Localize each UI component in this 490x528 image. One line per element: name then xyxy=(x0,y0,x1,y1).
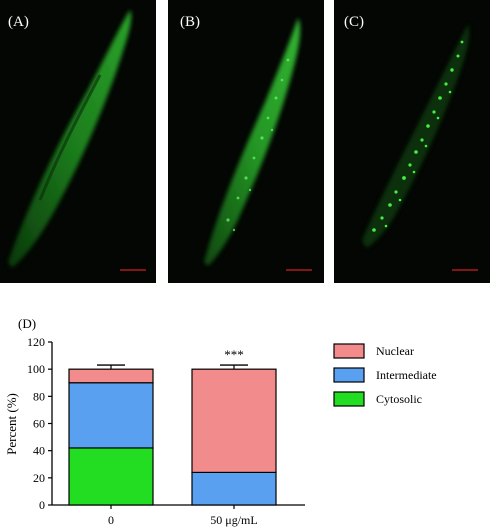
y-tick-label: 80 xyxy=(33,389,45,403)
legend-swatch-intermediate xyxy=(333,367,365,383)
legend-swatch-nuclear xyxy=(333,343,365,359)
worm-image-b xyxy=(204,18,312,271)
legend-swatch-cytosolic xyxy=(333,391,365,407)
bar-segment-cytosolic xyxy=(68,447,154,506)
legend-label-cytosolic: Cytosolic xyxy=(376,392,422,406)
micrograph-panel-b: (B) xyxy=(168,0,324,283)
chart-legend: Nuclear Intermediate Cytosolic xyxy=(333,343,437,407)
y-tick-label: 120 xyxy=(27,335,45,349)
worm-image-a xyxy=(8,10,146,271)
significance-annotation: *** xyxy=(224,347,244,362)
bar-segment-intermediate xyxy=(191,471,277,506)
y-tick-label: 40 xyxy=(33,444,45,458)
y-tick-label: 60 xyxy=(33,417,45,431)
y-tick-label: 100 xyxy=(27,362,45,376)
legend-label-intermediate: Intermediate xyxy=(376,368,437,382)
bar-segment-intermediate xyxy=(68,382,154,449)
micrograph-panel-a: (A) xyxy=(0,0,156,283)
panel-label-c: (C) xyxy=(344,14,364,30)
panel-label-a: (A) xyxy=(8,14,29,30)
bar-segment-nuclear xyxy=(68,368,154,384)
micrograph-panel-c: (C) xyxy=(334,0,490,283)
chart-panel-label: (D) xyxy=(18,316,36,331)
bar-segment-nuclear xyxy=(191,368,277,473)
legend-label-nuclear: Nuclear xyxy=(376,344,414,358)
stacked-bar-chart: (D) Percent (%) 0 20 40 60 80 100 120 0 50 μg/mL… xyxy=(4,316,437,527)
x-tick-label: 0 xyxy=(108,513,114,527)
worm-image-c xyxy=(362,24,478,271)
x-tick-label: 50 μg/mL xyxy=(210,513,257,527)
chart-plot-area: 0 20 40 60 80 100 120 0 50 μg/mL *** xyxy=(27,335,305,527)
y-axis-label: Percent (%) xyxy=(4,393,19,455)
y-tick-label: 0 xyxy=(39,498,45,512)
panel-label-b: (B) xyxy=(180,14,200,30)
y-tick-label: 20 xyxy=(33,471,45,485)
